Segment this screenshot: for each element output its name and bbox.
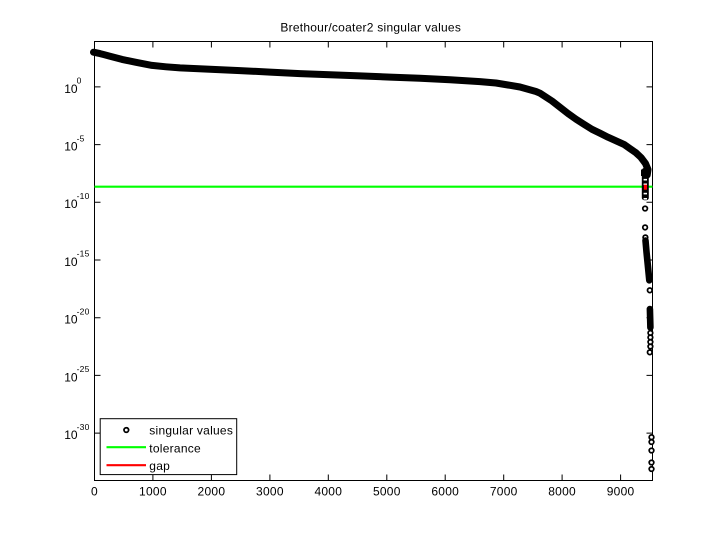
- svg-text:Brethour/coater2 singular valu: Brethour/coater2 singular values: [280, 21, 461, 35]
- svg-text:10: 10: [64, 82, 78, 96]
- svg-text:10: 10: [64, 428, 78, 442]
- svg-text:8000: 8000: [548, 485, 576, 499]
- svg-text:-15: -15: [77, 249, 90, 259]
- svg-text:6000: 6000: [431, 485, 459, 499]
- svg-text:9000: 9000: [607, 485, 635, 499]
- svg-text:10: 10: [64, 140, 78, 154]
- svg-text:-20: -20: [77, 306, 90, 316]
- svg-text:-5: -5: [77, 133, 85, 143]
- svg-text:5000: 5000: [373, 485, 401, 499]
- svg-text:0: 0: [77, 76, 82, 86]
- svg-text:10: 10: [64, 197, 78, 211]
- svg-text:3000: 3000: [256, 485, 284, 499]
- svg-text:gap: gap: [149, 459, 170, 473]
- svg-text:7000: 7000: [490, 485, 518, 499]
- svg-text:-25: -25: [77, 364, 90, 374]
- svg-text:singular values: singular values: [149, 424, 233, 438]
- svg-text:10: 10: [64, 370, 78, 384]
- svg-text:-30: -30: [77, 422, 90, 432]
- svg-text:2000: 2000: [198, 485, 226, 499]
- svg-text:4000: 4000: [314, 485, 342, 499]
- svg-text:10: 10: [64, 313, 78, 327]
- svg-text:10: 10: [64, 255, 78, 269]
- svg-text:1000: 1000: [139, 485, 167, 499]
- svg-text:tolerance: tolerance: [149, 441, 201, 455]
- svg-text:-10: -10: [77, 191, 90, 201]
- svg-text:0: 0: [91, 485, 98, 499]
